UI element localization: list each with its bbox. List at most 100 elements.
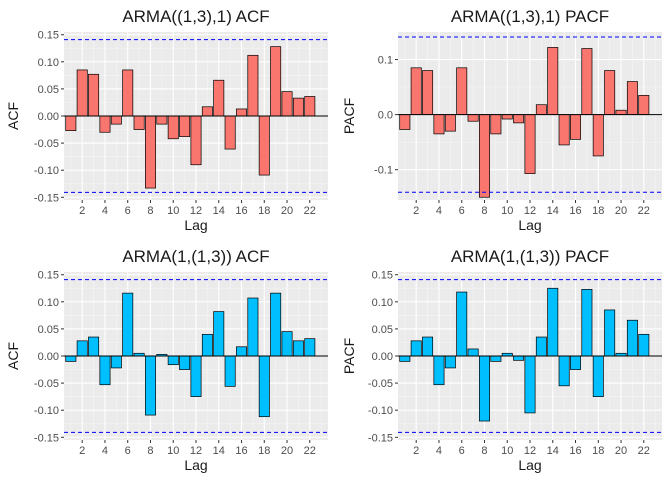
y-tick-label: -0.1 xyxy=(374,165,393,177)
bar-lag-22 xyxy=(638,333,650,357)
y-tick-label: 0.05 xyxy=(372,324,393,336)
x-tick-label: 4 xyxy=(102,445,108,457)
chart-panel-2: -0.1 0.0 0.1 2 4 6 8 10 12 14 16 18 20 22 ARMA((1,3),1… xyxy=(341,7,662,233)
bar-lag-18 xyxy=(258,355,270,418)
x-tick-label: 20 xyxy=(281,205,293,217)
x-tick-label: 22 xyxy=(304,205,316,217)
bar-lag-17 xyxy=(247,54,259,117)
bar-lag-16 xyxy=(570,114,581,140)
x-tick-label: 22 xyxy=(638,205,650,217)
bar-lag-5 xyxy=(444,114,456,132)
x-axis-title: Lag xyxy=(184,217,207,233)
bar-lag-13 xyxy=(535,336,547,357)
bar-lag-10 xyxy=(167,115,179,140)
bar-lag-19 xyxy=(270,46,282,117)
y-tick-label: 0.10 xyxy=(38,57,59,69)
x-tick-label: 12 xyxy=(190,205,202,217)
bar-lag-14 xyxy=(547,47,559,115)
x-tick-label: 6 xyxy=(125,205,131,217)
bar-lag-19 xyxy=(604,309,616,357)
x-tick-label: 12 xyxy=(524,205,536,217)
x-tick-label: 20 xyxy=(615,205,627,217)
bar-lag-10 xyxy=(167,355,179,366)
bar-lag-22 xyxy=(304,96,316,117)
bar-lag-21 xyxy=(292,340,304,357)
x-tick-label: 10 xyxy=(501,205,513,217)
bar-lag-7 xyxy=(467,348,479,357)
x-axis-title: Lag xyxy=(518,457,541,473)
bar-lag-13 xyxy=(201,333,213,357)
bar-lag-11 xyxy=(179,355,191,370)
bar-lag-12 xyxy=(190,355,202,397)
bar-lag-18 xyxy=(592,114,604,157)
chart-title: ARMA((1,3),1) ACF xyxy=(122,7,269,26)
bar-lag-5 xyxy=(110,355,122,369)
y-tick-label: 0.10 xyxy=(372,297,393,309)
chart-title: ARMA((1,3),1) PACF xyxy=(451,7,609,26)
bar-lag-19 xyxy=(270,292,282,357)
bar-lag-21 xyxy=(626,319,638,357)
chart-title: ARMA(1,(1,3)) PACF xyxy=(451,247,609,266)
y-axis-title: PACF xyxy=(341,98,357,134)
bar-lag-2 xyxy=(76,340,88,357)
x-tick-label: 16 xyxy=(569,205,581,217)
bar-lag-22 xyxy=(638,94,650,115)
bar-lag-21 xyxy=(292,97,304,117)
bar-lag-14 xyxy=(547,287,559,357)
y-tick-label: -0.10 xyxy=(34,405,59,417)
y-tick-label: 0.05 xyxy=(38,84,59,96)
bar-lag-9 xyxy=(490,355,502,362)
x-tick-label: 18 xyxy=(258,445,270,457)
x-tick-label: 12 xyxy=(524,445,536,457)
x-tick-label: 2 xyxy=(413,445,419,457)
bar-lag-3 xyxy=(88,73,100,117)
x-tick-label: 4 xyxy=(436,205,442,217)
x-tick-label: 10 xyxy=(167,445,179,457)
bar-lag-8 xyxy=(145,355,156,416)
bar-lag-1 xyxy=(65,355,77,362)
bar-lag-5 xyxy=(444,355,456,369)
bar-lag-1 xyxy=(399,114,411,130)
bar-lag-11 xyxy=(513,355,525,361)
y-tick-label: 0.0 xyxy=(378,110,393,122)
bar-lag-2 xyxy=(76,69,88,117)
x-tick-label: 18 xyxy=(592,205,604,217)
y-tick-label: -0.10 xyxy=(34,165,59,177)
bar-lag-10 xyxy=(501,114,513,120)
bar-lag-13 xyxy=(535,104,547,115)
x-tick-label: 6 xyxy=(125,445,131,457)
bar-lag-17 xyxy=(247,297,259,357)
bar-lag-8 xyxy=(479,114,490,198)
bar-lag-6 xyxy=(122,69,134,117)
x-tick-label: 2 xyxy=(413,205,419,217)
x-tick-label: 20 xyxy=(615,445,627,457)
x-tick-label: 14 xyxy=(213,205,225,217)
y-tick-label: 0.05 xyxy=(38,324,59,336)
chart-panel-3: -0.15 -0.10 -0.05 0.00 0.05 0.10 0.15 2 4 6 8 10 12 1… xyxy=(5,247,328,473)
x-tick-label: 2 xyxy=(79,445,85,457)
y-tick-label: 0.10 xyxy=(38,297,59,309)
bar-lag-12 xyxy=(524,114,536,174)
x-tick-label: 16 xyxy=(235,445,247,457)
y-axis-title: ACF xyxy=(5,342,21,370)
bar-lag-14 xyxy=(213,311,225,357)
y-axis-title: PACF xyxy=(341,338,357,374)
y-tick-label: -0.15 xyxy=(34,192,59,204)
y-tick-label: 0.1 xyxy=(378,55,393,67)
x-tick-label: 2 xyxy=(79,205,85,217)
bar-lag-4 xyxy=(433,355,445,386)
bar-lag-1 xyxy=(65,115,77,131)
bar-lag-9 xyxy=(156,115,168,125)
x-tick-label: 14 xyxy=(547,445,559,457)
x-tick-label: 18 xyxy=(592,445,604,457)
bar-lag-16 xyxy=(236,346,247,357)
bar-lag-18 xyxy=(258,115,270,176)
x-tick-label: 8 xyxy=(147,445,153,457)
bar-lag-18 xyxy=(592,355,604,397)
bar-lag-16 xyxy=(236,108,247,117)
y-tick-label: 0.15 xyxy=(372,270,393,282)
bar-lag-7 xyxy=(133,115,145,130)
bar-lag-20 xyxy=(281,331,293,357)
bar-lag-7 xyxy=(467,114,479,122)
